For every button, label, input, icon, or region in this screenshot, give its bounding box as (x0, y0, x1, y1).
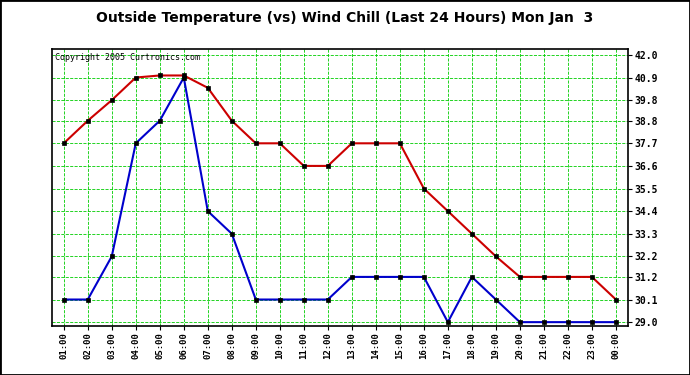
Text: Copyright 2005 Curtronics.com: Copyright 2005 Curtronics.com (55, 53, 199, 62)
Text: Outside Temperature (vs) Wind Chill (Last 24 Hours) Mon Jan  3: Outside Temperature (vs) Wind Chill (Las… (97, 11, 593, 25)
